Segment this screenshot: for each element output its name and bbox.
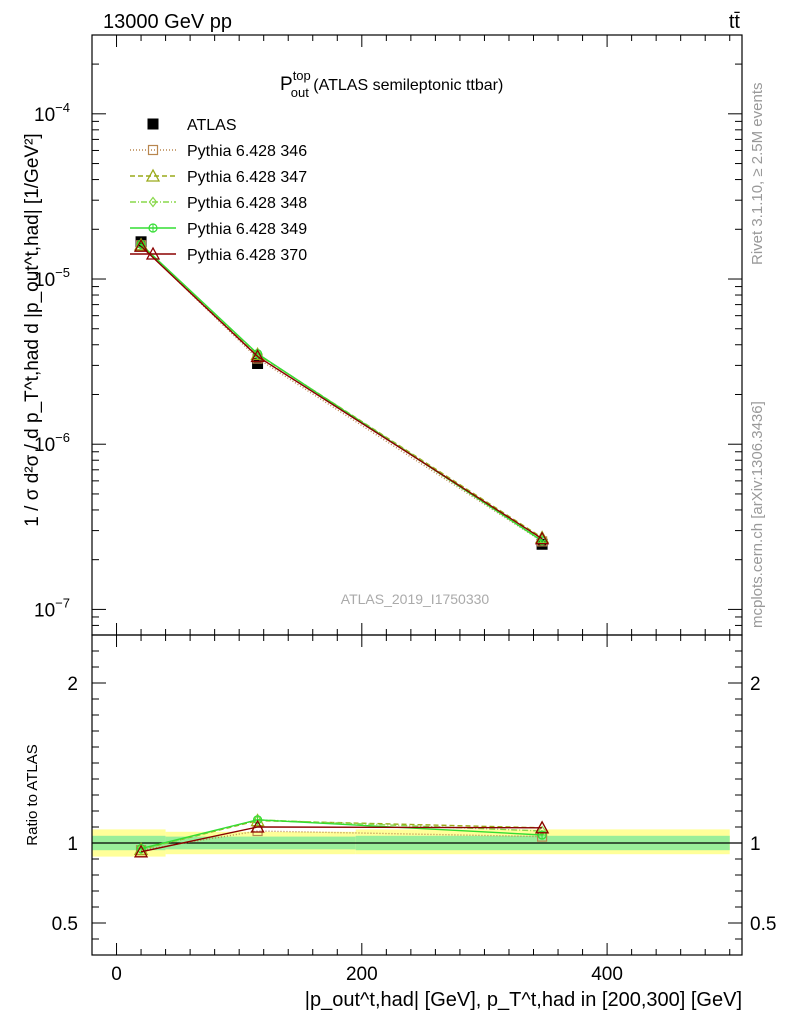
ratio-y-axis-label: Ratio to ATLAS: [24, 744, 41, 845]
legend-label-pythia-6-428-349: Pythia 6.428 349: [187, 221, 307, 238]
mcplots-label: mcplots.cern.ch [arXiv:1306.3436]: [749, 401, 766, 628]
legend-marker-pythia-6-428-348: [148, 196, 158, 208]
x-tick-label-2: 400: [591, 964, 623, 985]
legend-marker-pythia-6-428-347-shape: [145, 168, 161, 182]
point-pythia-6-428-370-0: [133, 238, 149, 252]
ratio-frame: [91, 634, 743, 956]
y-tick-label-1: 10−6: [34, 430, 70, 456]
line-pythia-6-428-347: [140, 244, 543, 539]
ratio-tick-label-right-0: 0.5: [750, 914, 776, 935]
point-pythia-6-428-370-2: [534, 531, 550, 545]
ratio-line-pythia-6-428-370: [140, 826, 543, 853]
y-tick-label-base-1: 10: [34, 435, 55, 456]
ratio-point-pythia-6-428-370-2: [534, 820, 550, 834]
legend-label-pythia-6-428-346: Pythia 6.428 346: [187, 143, 307, 160]
ratio-tick-label-1: 1: [67, 834, 78, 855]
legend-marker-pythia-6-428-346: [147, 144, 159, 156]
title-sup: top: [293, 68, 311, 83]
y-tick-label-exp-1: −6: [55, 430, 70, 445]
line-pythia-6-428-349: [140, 243, 543, 542]
y-tick-label-base-0: 10: [34, 600, 55, 621]
x-tick-label-1: 200: [346, 964, 378, 985]
main-series: [133, 236, 550, 550]
y-tick-label-0: 10−7: [34, 595, 70, 621]
y-tick-label-3: 10−4: [34, 100, 70, 126]
y-tick-label-2: 10−5: [34, 265, 70, 291]
ratio-tick-label-2: 2: [67, 674, 78, 695]
analysis-id: ATLAS_2019_I1750330: [341, 591, 490, 607]
point-pythia-6-428-370-1-shape: [250, 349, 265, 363]
ratio-tick-label-right-2: 2: [750, 674, 761, 695]
point-pythia-6-428-370-0-shape: [133, 238, 149, 252]
ratio-point-pythia-6-428-370-0: [133, 844, 149, 858]
ratio-point-pythia-6-428-370-0-shape: [133, 844, 149, 858]
ratio-tick-label-right-1: 1: [750, 834, 761, 855]
legend-marker-pythia-6-428-346-shape: [147, 144, 159, 156]
legend-marker-atlas-shape: [147, 118, 159, 130]
legend: ATLAS Pythia 6.428 346 Pythia 6.428 347 Pyt…: [130, 117, 307, 264]
y-tick-label-exp-0: −7: [55, 595, 70, 610]
legend-label-pythia-6-428-348: Pythia 6.428 348: [187, 195, 307, 212]
legend-marker-pythia-6-428-370: [145, 246, 161, 260]
legend-marker-pythia-6-428-348-shape: [148, 196, 158, 208]
title-rest: (ATLAS semileptonic ttbar): [309, 77, 503, 94]
x-axis-label: |p_out^t,had| [GeV], p_T^t,had in [200,3…: [305, 989, 742, 1011]
y-tick-label-base-2: 10: [34, 270, 55, 291]
y-tick-label-exp-2: −5: [55, 265, 70, 280]
point-pythia-6-428-370-2-shape: [534, 531, 550, 545]
energy-label: 13000 GeV pp: [103, 11, 232, 33]
ratio-bands: [92, 829, 730, 857]
legend-marker-pythia-6-428-347: [145, 168, 161, 182]
ratio-tick-label-0: 0.5: [52, 914, 78, 935]
ratio-point-pythia-6-428-370-1-shape: [250, 819, 265, 833]
legend-marker-atlas: [147, 118, 159, 130]
ratio-point-pythia-6-428-370-2-shape: [534, 820, 550, 834]
line-pythia-6-428-346: [140, 244, 543, 543]
legend-marker-pythia-6-428-370-shape: [145, 246, 161, 260]
title-sub: out: [291, 85, 309, 100]
legend-label-pythia-6-428-370: Pythia 6.428 370: [187, 247, 307, 264]
chart-title: Ptop out (ATLAS semileptonic ttbar): [280, 68, 503, 100]
process-label: tt̄: [729, 11, 741, 33]
y-tick-label-base-3: 10: [34, 105, 55, 126]
x-tick-label-0: 0: [111, 964, 122, 985]
ratio-series: [133, 813, 550, 858]
y-axis-label: 1 / σ d²σ / d p_T^t,had d |p_out^t,had| …: [22, 133, 43, 526]
line-pythia-6-428-370: [140, 245, 543, 540]
legend-label-atlas: ATLAS: [187, 117, 237, 134]
ratio-point-pythia-6-428-370-1: [250, 819, 265, 833]
y-tick-label-exp-3: −4: [55, 100, 70, 115]
title-main: P: [280, 74, 293, 95]
point-pythia-6-428-370-1: [250, 349, 265, 363]
legend-marker-pythia-6-428-349: [148, 223, 158, 233]
legend-label-pythia-6-428-347: Pythia 6.428 347: [187, 169, 307, 186]
rivet-label: Rivet 3.1.10, ≥ 2.5M events: [749, 83, 766, 266]
line-pythia-6-428-348: [140, 244, 543, 540]
